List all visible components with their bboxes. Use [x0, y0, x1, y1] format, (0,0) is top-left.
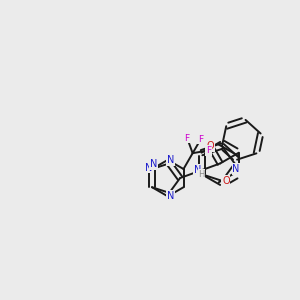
Text: H: H	[198, 170, 205, 179]
Text: O: O	[222, 176, 230, 186]
Text: F: F	[198, 135, 203, 144]
Text: F: F	[184, 134, 190, 142]
Text: N: N	[150, 159, 157, 169]
Text: N: N	[167, 155, 175, 165]
Text: F: F	[206, 146, 211, 155]
Text: N: N	[232, 164, 240, 174]
Text: O: O	[207, 141, 214, 151]
Text: N: N	[194, 165, 201, 175]
Text: N: N	[145, 163, 153, 172]
Text: N: N	[167, 191, 175, 201]
